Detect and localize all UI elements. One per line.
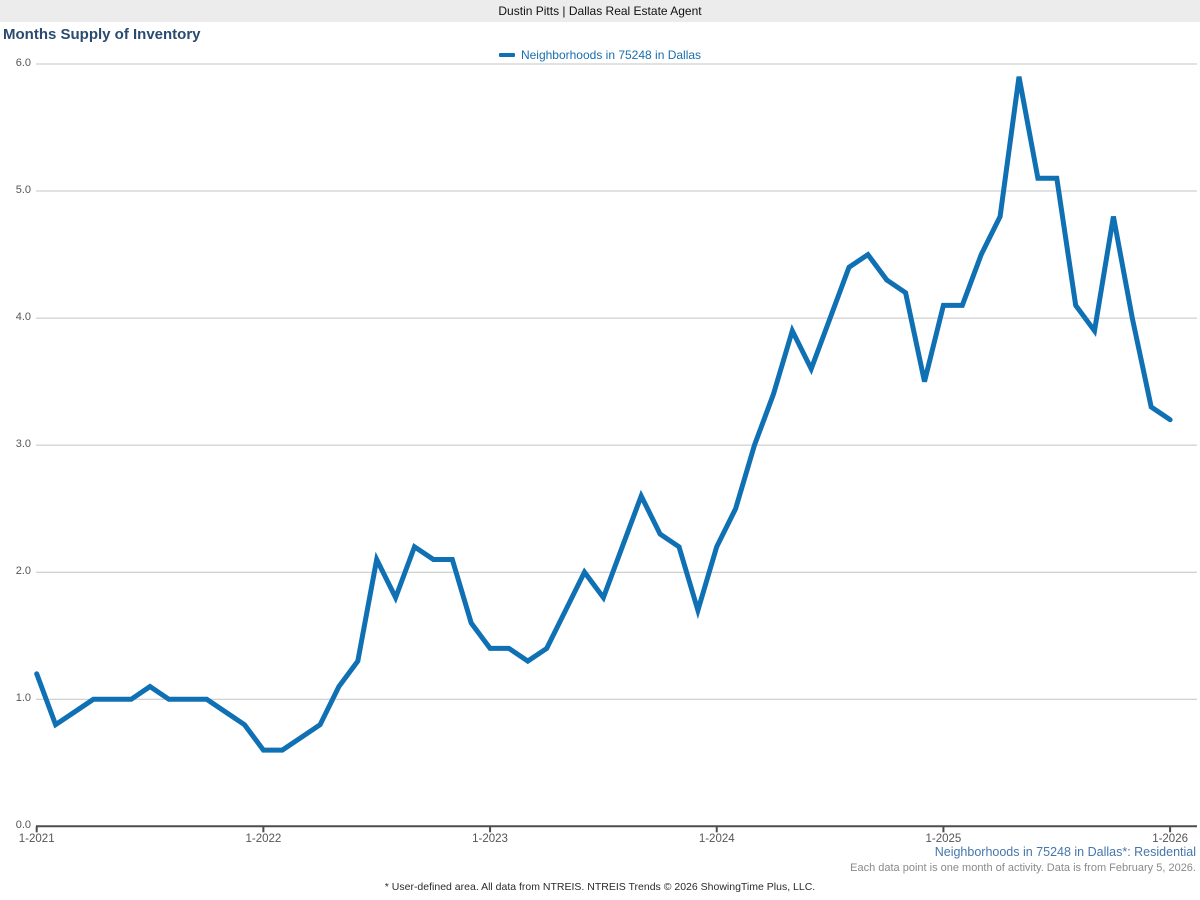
legend-label: Neighborhoods in 75248 in Dallas xyxy=(520,48,702,62)
x-tick-label: 1-2023 xyxy=(472,833,508,845)
x-tick-label: 1-2021 xyxy=(18,833,55,845)
legend: Neighborhoods in 75248 in Dallas xyxy=(0,46,1200,62)
y-tick-label: 6.0 xyxy=(15,57,31,69)
x-tick-label: 1-2024 xyxy=(698,833,735,845)
y-tick-label: 1.0 xyxy=(15,692,31,705)
series-attribution: Neighborhoods in 75248 in Dallas*: Resid… xyxy=(934,845,1196,859)
x-tick-label: 1-2022 xyxy=(245,833,282,845)
top-bar: Dustin Pitts | Dallas Real Estate Agent xyxy=(0,0,1200,22)
x-tick-label: 1-2026 xyxy=(1152,833,1188,845)
y-tick-label: 4.0 xyxy=(15,311,31,324)
data-note: Each data point is one month of activity… xyxy=(850,862,1196,874)
footer-disclaimer: * User-defined area. All data from NTREI… xyxy=(384,881,816,893)
y-tick-label: 0.0 xyxy=(15,819,31,832)
top-bar-title: Dustin Pitts | Dallas Real Estate Agent xyxy=(498,4,702,18)
legend-swatch xyxy=(498,53,515,57)
series-line xyxy=(34,76,1173,753)
y-tick-label: 3.0 xyxy=(15,438,31,451)
x-tick-label: 1-2025 xyxy=(925,833,962,845)
y-tick-label: 5.0 xyxy=(15,184,31,197)
page-title: Months Supply of Inventory xyxy=(3,26,201,43)
y-tick-label: 2.0 xyxy=(15,565,31,578)
